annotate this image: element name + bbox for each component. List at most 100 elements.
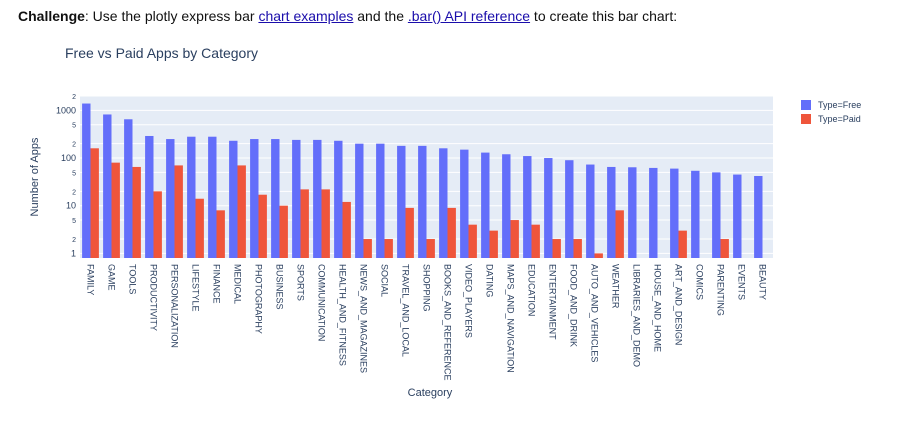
- x-tick-label: HEALTH_AND_FITNESS: [338, 264, 348, 366]
- bar-paid-family[interactable]: [90, 148, 99, 258]
- bar-free-business[interactable]: [271, 139, 280, 258]
- y-tick-label: 5: [72, 218, 76, 225]
- bars: [82, 103, 763, 258]
- bar-paid-dating[interactable]: [489, 230, 498, 258]
- x-tick-label: WEATHER: [611, 264, 621, 309]
- bar-free-game[interactable]: [103, 114, 112, 258]
- x-tick-label: PHOTOGRAPHY: [254, 264, 264, 334]
- y-tick-label: 5: [72, 123, 76, 130]
- bar-paid-tools[interactable]: [132, 166, 141, 258]
- bar-paid-art_and_design[interactable]: [678, 230, 687, 258]
- x-tick-label: SOCIAL: [380, 264, 390, 297]
- bar-paid-social[interactable]: [384, 239, 393, 258]
- bar-free-books_and_reference[interactable]: [439, 148, 448, 258]
- bar-paid-finance[interactable]: [216, 210, 225, 258]
- x-tick-label: DATING: [485, 264, 495, 297]
- legend-label-free[interactable]: Type=Free: [818, 100, 861, 110]
- bar-free-events[interactable]: [733, 174, 742, 258]
- x-tick-label: EDUCATION: [527, 264, 537, 316]
- legend-swatch-free[interactable]: [801, 100, 811, 110]
- bar-free-parenting[interactable]: [712, 172, 721, 258]
- bar-free-communication[interactable]: [313, 139, 322, 258]
- x-tick-label: GAME: [107, 264, 117, 291]
- chart-title: Free vs Paid Apps by Category: [65, 45, 258, 61]
- bar-free-tools[interactable]: [124, 119, 133, 258]
- bar-free-shopping[interactable]: [418, 145, 427, 258]
- bar-paid-medical[interactable]: [237, 165, 246, 258]
- x-tick-label: AUTO_AND_VEHICLES: [590, 264, 600, 362]
- bar-free-auto_and_vehicles[interactable]: [586, 164, 595, 258]
- y-tick-label: 5: [72, 170, 76, 177]
- bar-free-health_and_fitness[interactable]: [334, 140, 343, 258]
- x-tick-label: MAPS_AND_NAVIGATION: [506, 264, 516, 373]
- bar-paid-food_and_drink[interactable]: [573, 239, 582, 258]
- x-tick-label: PERSONALIZATION: [170, 264, 180, 348]
- x-tick-label: ART_AND_DESIGN: [674, 264, 684, 345]
- bar-free-education[interactable]: [523, 156, 532, 258]
- bar-paid-video_players[interactable]: [468, 224, 477, 258]
- bar-free-finance[interactable]: [208, 136, 217, 258]
- challenge-text-3: to create this bar chart:: [530, 8, 678, 24]
- bar-paid-personalization[interactable]: [174, 165, 183, 258]
- bar-paid-sports[interactable]: [300, 189, 309, 258]
- bar-free-medical[interactable]: [229, 140, 238, 258]
- x-tick-label: NEWS_AND_MAGAZINES: [359, 264, 369, 373]
- legend-swatch-paid[interactable]: [801, 114, 811, 124]
- bar-paid-business[interactable]: [279, 205, 288, 258]
- x-tick-label: FINANCE: [212, 264, 222, 304]
- bar-free-news_and_magazines[interactable]: [355, 143, 364, 258]
- bar-paid-maps_and_navigation[interactable]: [510, 220, 519, 258]
- legend: Type=Free Type=Paid: [801, 100, 861, 124]
- bar-free-dating[interactable]: [481, 152, 490, 258]
- bar-paid-game[interactable]: [111, 162, 120, 258]
- bar-free-sports[interactable]: [292, 139, 301, 258]
- bar-free-beauty[interactable]: [754, 175, 763, 258]
- bar-paid-news_and_magazines[interactable]: [363, 239, 372, 258]
- bar-free-house_and_home[interactable]: [649, 167, 658, 258]
- x-axis-ticks: FAMILY GAME TOOLS PRODUCTIVITY PERSONALIZATI…: [86, 264, 768, 381]
- bar-free-video_players[interactable]: [460, 149, 469, 258]
- bar-free-personalization[interactable]: [166, 139, 175, 258]
- bar-paid-auto_and_vehicles[interactable]: [594, 253, 603, 258]
- bar-paid-entertainment[interactable]: [552, 239, 561, 258]
- bar-paid-shopping[interactable]: [426, 239, 435, 258]
- bar-free-productivity[interactable]: [145, 135, 154, 258]
- bar-free-travel_and_local[interactable]: [397, 145, 406, 258]
- bar-free-maps_and_navigation[interactable]: [502, 154, 511, 258]
- challenge-text: Challenge: Use the plotly express bar ch…: [18, 8, 677, 24]
- x-tick-label: ENTERTAINMENT: [548, 264, 558, 340]
- y-tick-label: 2: [72, 237, 76, 244]
- bar-free-food_and_drink[interactable]: [565, 160, 574, 258]
- x-tick-label: BUSINESS: [275, 264, 285, 310]
- bar-paid-photography[interactable]: [258, 194, 267, 258]
- x-tick-label: EVENTS: [737, 264, 747, 300]
- bar-paid-weather[interactable]: [615, 210, 624, 258]
- bar-paid-books_and_reference[interactable]: [447, 207, 456, 258]
- bar-paid-lifestyle[interactable]: [195, 198, 204, 258]
- x-tick-label: TRAVEL_AND_LOCAL: [401, 264, 411, 357]
- bar-paid-productivity[interactable]: [153, 191, 162, 258]
- x-tick-label: LIFESTYLE: [191, 264, 201, 312]
- legend-label-paid[interactable]: Type=Paid: [818, 114, 861, 124]
- bar-api-reference-link[interactable]: .bar() API reference: [407, 8, 531, 24]
- bar-paid-travel_and_local[interactable]: [405, 207, 414, 258]
- bar-free-lifestyle[interactable]: [187, 136, 196, 258]
- chart-examples-link[interactable]: chart examples: [258, 8, 354, 24]
- bar-paid-health_and_fitness[interactable]: [342, 201, 351, 258]
- bar-free-photography[interactable]: [250, 139, 259, 258]
- y-tick-label: 1000: [56, 105, 76, 115]
- bar-free-comics[interactable]: [691, 170, 700, 258]
- bar-free-social[interactable]: [376, 143, 385, 258]
- bar-free-entertainment[interactable]: [544, 158, 553, 258]
- bar-free-libraries_and_demo[interactable]: [628, 167, 637, 258]
- bar-free-family[interactable]: [82, 103, 91, 258]
- x-tick-label: HOUSE_AND_HOME: [653, 264, 663, 352]
- bar-free-weather[interactable]: [607, 166, 616, 258]
- bar-paid-parenting[interactable]: [720, 239, 729, 258]
- x-tick-label: TOOLS: [128, 264, 138, 294]
- bar-paid-communication[interactable]: [321, 189, 330, 258]
- bar-paid-education[interactable]: [531, 224, 540, 258]
- x-tick-label: PARENTING: [716, 264, 726, 316]
- bar-free-art_and_design[interactable]: [670, 168, 679, 258]
